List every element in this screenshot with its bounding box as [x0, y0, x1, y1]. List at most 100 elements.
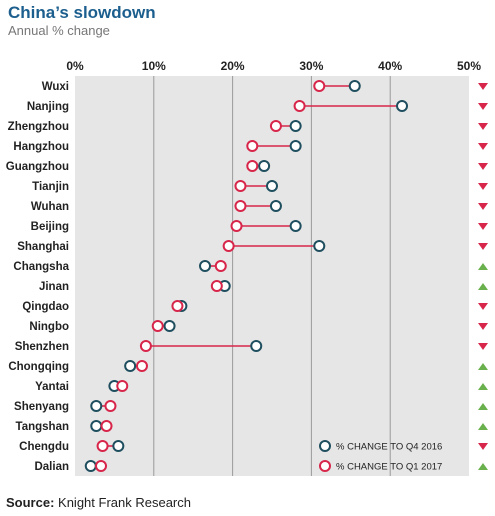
- q4-2016-point: [269, 200, 282, 212]
- legend: % CHANGE TO Q4 2016 % CHANGE TO Q1 2017: [319, 440, 442, 473]
- q4-2016-point: [266, 180, 278, 192]
- down-arrow-icon: [478, 343, 488, 350]
- q1-2017-point: [104, 400, 117, 412]
- x-tick-label: 40%: [378, 59, 402, 73]
- row-dalian: Dalian: [34, 460, 488, 473]
- row-chongqing: Chongqing: [8, 360, 488, 373]
- down-arrow-icon: [478, 243, 488, 250]
- q1-2017-point: [246, 160, 259, 172]
- q4-2016-point: [289, 120, 302, 132]
- city-label: Tianjin: [32, 181, 69, 193]
- q4-2016-point: [250, 340, 263, 352]
- city-label: Nanjing: [27, 101, 69, 113]
- row-nanjing: Nanjing: [27, 100, 488, 113]
- q1-2017-point: [313, 80, 326, 92]
- row-shanghai: Shanghai: [17, 240, 488, 253]
- q1-2017-point: [214, 260, 227, 272]
- row-shenyang: Shenyang: [14, 400, 488, 413]
- city-label: Jinan: [39, 281, 69, 293]
- up-arrow-icon: [478, 283, 488, 290]
- city-label: Dalian: [34, 461, 69, 473]
- up-arrow-icon: [478, 383, 488, 390]
- q1-2017-point: [135, 360, 148, 372]
- plot-background: [75, 76, 469, 476]
- city-label: Shenzhen: [15, 341, 69, 353]
- row-beijing: Beijing: [31, 220, 488, 233]
- down-arrow-icon: [478, 443, 488, 450]
- down-arrow-icon: [478, 323, 488, 330]
- row-ningbo: Ningbo: [29, 320, 488, 333]
- q4-2016-point: [289, 220, 302, 232]
- q4-2016-point: [258, 160, 271, 172]
- down-arrow-icon: [478, 103, 488, 110]
- q4-2016-point: [90, 400, 103, 412]
- down-arrow-icon: [478, 123, 488, 130]
- city-label: Shenyang: [14, 401, 69, 413]
- down-arrow-icon: [478, 143, 488, 150]
- legend-q1-marker: [319, 460, 331, 472]
- q1-2017-point: [210, 280, 223, 292]
- q4-2016-point: [396, 100, 409, 112]
- legend-q1-label: % CHANGE TO Q1 2017: [336, 462, 442, 473]
- down-arrow-icon: [478, 303, 488, 310]
- row-zhengzhou: Zhengzhou: [8, 120, 488, 133]
- city-label: Wuhan: [31, 201, 69, 213]
- source-note: Source: Knight Frank Research: [6, 495, 191, 510]
- row-jinan: Jinan: [39, 280, 488, 293]
- q4-2016-point: [90, 420, 103, 432]
- city-label: Zhengzhou: [8, 121, 69, 133]
- down-arrow-icon: [478, 203, 488, 210]
- q1-2017-point: [95, 460, 108, 472]
- city-label: Guangzhou: [6, 161, 69, 173]
- q1-2017-point: [151, 320, 164, 332]
- row-yantai: Yantai: [35, 380, 488, 393]
- q4-2016-point: [348, 80, 361, 92]
- up-arrow-icon: [478, 263, 488, 270]
- city-label: Ningbo: [29, 321, 69, 333]
- q1-2017-point: [234, 180, 247, 192]
- up-arrow-icon: [478, 423, 488, 430]
- q4-2016-point: [112, 440, 125, 452]
- q4-2016-point: [289, 140, 302, 152]
- city-label: Beijing: [31, 221, 69, 233]
- q1-2017-point: [171, 300, 184, 312]
- city-label: Yantai: [35, 381, 69, 393]
- city-label: Changsha: [13, 261, 69, 273]
- q1-2017-point: [96, 440, 109, 452]
- row-wuhan: Wuhan: [31, 200, 488, 213]
- q4-2016-point: [84, 460, 97, 472]
- city-label: Hangzhou: [13, 141, 69, 153]
- down-arrow-icon: [478, 223, 488, 230]
- q1-2017-point: [230, 220, 243, 232]
- x-tick-label: 20%: [221, 59, 245, 73]
- legend-q4-label: % CHANGE TO Q4 2016: [336, 442, 442, 453]
- source-label: Source:: [6, 495, 55, 510]
- row-chengdu: Chengdu: [19, 440, 488, 453]
- q1-2017-point: [139, 340, 152, 352]
- x-axis-ticks: 0% 10% 20% 30% 40% 50%: [66, 59, 481, 73]
- chart-title: China’s slowdown: [8, 3, 156, 22]
- source-text: Knight Frank Research: [58, 495, 191, 510]
- row-qingdao: Qingdao: [22, 300, 488, 313]
- x-tick-label: 30%: [299, 59, 323, 73]
- q1-2017-point: [222, 240, 235, 252]
- x-tick-label: 0%: [66, 59, 84, 73]
- row-changsha: Changsha: [13, 260, 488, 273]
- q1-2017-point: [246, 140, 259, 152]
- city-label: Wuxi: [42, 81, 69, 93]
- row-shenzhen: Shenzhen: [15, 340, 488, 353]
- city-label: Chongqing: [8, 361, 69, 373]
- down-arrow-icon: [478, 183, 488, 190]
- x-tick-label: 10%: [142, 59, 166, 73]
- up-arrow-icon: [478, 403, 488, 410]
- row-hangzhou: Hangzhou: [13, 140, 488, 153]
- row-tianjin: Tianjin: [32, 180, 488, 193]
- x-tick-label: 50%: [457, 59, 481, 73]
- gridlines: [153, 76, 391, 476]
- city-label: Chengdu: [19, 441, 69, 453]
- row-tangshan: Tangshan: [16, 420, 488, 433]
- city-label: Qingdao: [22, 301, 69, 313]
- q1-2017-point: [234, 200, 247, 212]
- q4-2016-point: [199, 260, 212, 272]
